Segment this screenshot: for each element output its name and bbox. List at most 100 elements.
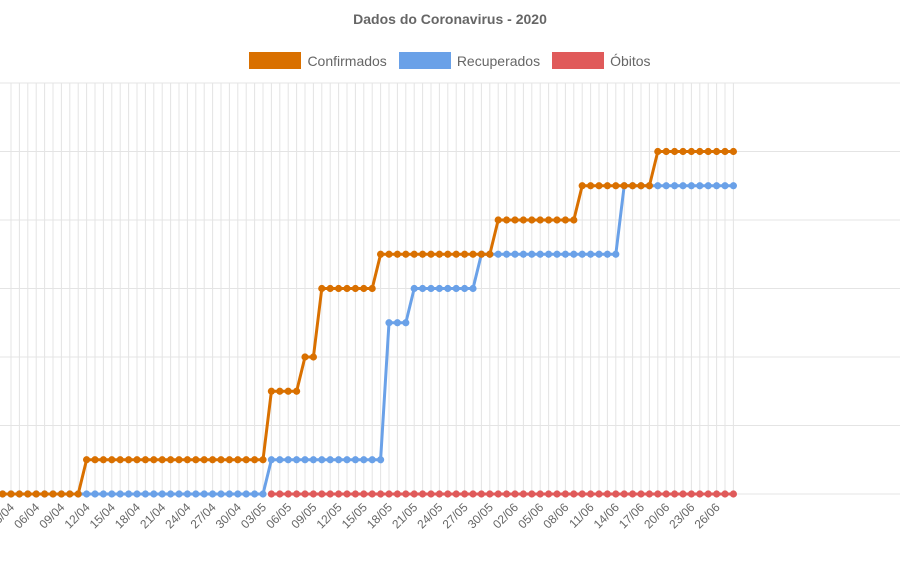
- data-point: [671, 490, 679, 498]
- data-point: [528, 216, 536, 224]
- data-point: [545, 216, 553, 224]
- x-tick-label: 15/04: [87, 500, 118, 531]
- data-point: [435, 250, 443, 258]
- data-point: [612, 490, 620, 498]
- data-point: [343, 456, 351, 464]
- data-point: [343, 284, 351, 293]
- legend-label-confirmados: Confirmados: [307, 52, 387, 69]
- x-tick-label: 21/04: [137, 500, 168, 531]
- data-point: [351, 284, 359, 293]
- data-point: [41, 490, 49, 498]
- data-point: [595, 182, 603, 190]
- data-point: [452, 284, 460, 293]
- data-point: [503, 250, 511, 258]
- data-point: [385, 490, 393, 498]
- data-point: [335, 456, 343, 464]
- data-point: [645, 182, 654, 190]
- data-point: [486, 490, 494, 498]
- data-point: [578, 490, 586, 498]
- data-point: [217, 456, 225, 464]
- x-tick-label: 03/04: [0, 500, 17, 531]
- data-point: [729, 182, 738, 190]
- x-tick-label: 20/06: [641, 500, 672, 531]
- data-point: [66, 490, 74, 498]
- data-point: [486, 250, 494, 258]
- data-point: [318, 456, 326, 464]
- data-point: [713, 182, 721, 190]
- data-point: [133, 490, 141, 498]
- data-point: [183, 456, 191, 464]
- data-point: [234, 490, 242, 498]
- data-point: [545, 490, 553, 498]
- x-tick-label: 06/05: [263, 500, 294, 531]
- data-point: [578, 182, 586, 190]
- data-point: [309, 456, 317, 464]
- x-tick-label: 11/06: [566, 500, 597, 531]
- legend-item-obitos[interactable]: Óbitos: [552, 52, 651, 69]
- data-point: [326, 456, 334, 464]
- data-point: [503, 490, 511, 498]
- series-line-1: [0, 184, 734, 496]
- data-point: [276, 456, 284, 464]
- x-tick-label: 12/04: [62, 500, 93, 531]
- data-point: [318, 490, 326, 498]
- data-point: [603, 490, 612, 498]
- data-point: [570, 490, 578, 498]
- data-point: [284, 387, 292, 395]
- x-tick-label: 30/04: [213, 500, 244, 531]
- data-point: [217, 490, 225, 498]
- data-point: [469, 250, 477, 258]
- x-tick-label: 30/05: [465, 500, 496, 531]
- data-point: [267, 456, 275, 464]
- data-point: [519, 250, 528, 258]
- data-point: [368, 456, 376, 464]
- x-tick-label: 24/05: [414, 500, 445, 531]
- data-point: [494, 250, 502, 258]
- x-tick-label: 14/06: [591, 500, 622, 531]
- data-point: [335, 490, 343, 498]
- data-point: [721, 490, 729, 498]
- data-point: [335, 284, 343, 293]
- x-tick-label: 26/06: [692, 500, 723, 531]
- data-point: [167, 490, 175, 498]
- data-point: [570, 216, 578, 224]
- data-point: [410, 250, 418, 258]
- data-point: [603, 182, 612, 190]
- data-point: [687, 182, 696, 190]
- data-point: [192, 490, 200, 498]
- data-point: [91, 490, 99, 498]
- data-point: [654, 490, 662, 498]
- data-point: [696, 490, 704, 498]
- data-point: [393, 490, 401, 498]
- x-tick-label: 18/04: [112, 500, 143, 531]
- data-point: [419, 250, 427, 258]
- data-point: [629, 490, 637, 498]
- data-point: [427, 250, 435, 258]
- data-point: [360, 284, 368, 293]
- data-point: [528, 490, 536, 498]
- data-point: [108, 490, 116, 498]
- data-point: [0, 490, 7, 498]
- legend-item-confirmados[interactable]: Confirmados: [249, 52, 387, 69]
- data-point: [377, 250, 385, 258]
- data-point: [461, 250, 469, 258]
- data-point: [32, 490, 40, 498]
- data-point: [301, 490, 309, 498]
- data-point: [671, 182, 679, 190]
- x-tick-label: 23/06: [666, 500, 697, 531]
- data-point: [183, 490, 191, 498]
- data-point: [444, 250, 452, 258]
- data-point: [662, 147, 670, 156]
- data-point: [99, 456, 107, 464]
- legend-item-recuperados[interactable]: Recuperados: [398, 52, 540, 69]
- data-point: [410, 284, 418, 293]
- data-point: [360, 456, 368, 464]
- data-point: [679, 490, 687, 498]
- x-tick-label: 24/04: [162, 500, 193, 531]
- data-point: [427, 284, 435, 293]
- data-point: [393, 250, 401, 258]
- data-point: [74, 490, 82, 498]
- data-point: [679, 182, 687, 190]
- data-point: [377, 456, 385, 464]
